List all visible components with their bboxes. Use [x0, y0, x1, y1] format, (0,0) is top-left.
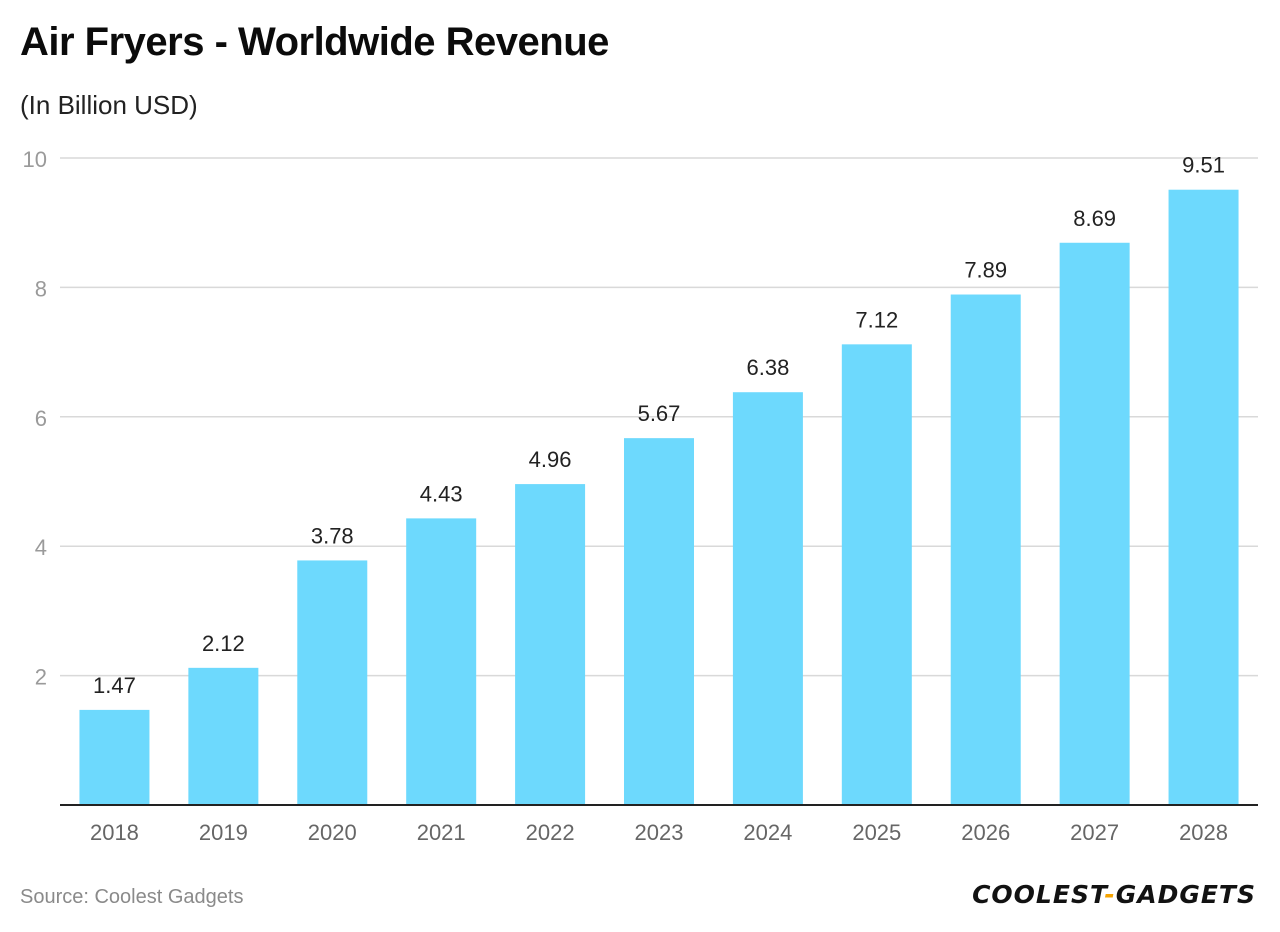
bar-2026: [950, 294, 1021, 805]
bar-2020: [297, 560, 368, 805]
y-tick-label: 8: [35, 276, 47, 301]
value-label: 4.96: [529, 447, 572, 472]
value-label: 8.69: [1073, 206, 1116, 231]
value-label: 6.38: [746, 355, 789, 380]
value-label: 9.51: [1182, 153, 1225, 178]
chart-subtitle: (In Billion USD): [20, 90, 198, 120]
bar-2025: [841, 344, 912, 805]
x-tick-label: 2024: [743, 820, 792, 845]
x-tick-label: 2022: [526, 820, 575, 845]
bar-2019: [188, 667, 259, 805]
value-label: 4.43: [420, 481, 463, 506]
x-tick-label: 2018: [90, 820, 139, 845]
bar-2018: [79, 709, 150, 805]
value-label: 7.12: [855, 307, 898, 332]
bar-2024: [732, 392, 803, 805]
x-tick-label: 2025: [852, 820, 901, 845]
x-tick-label: 2021: [417, 820, 466, 845]
logo-separator: -: [1104, 880, 1116, 909]
source-note: Source: Coolest Gadgets: [20, 886, 244, 908]
value-label: 3.78: [311, 523, 354, 548]
coolest-gadgets-logo: COOLEST-GADGETS: [972, 880, 1256, 909]
x-tick-label: 2026: [961, 820, 1010, 845]
bar-2028: [1168, 189, 1239, 805]
y-tick-label: 4: [35, 535, 47, 560]
y-tick-label: 2: [35, 665, 47, 690]
x-tick-label: 2027: [1070, 820, 1119, 845]
x-tick-label: 2020: [308, 820, 357, 845]
logo-word-right: GADGETS: [1115, 880, 1256, 909]
x-tick-label: 2023: [635, 820, 684, 845]
x-tick-label: 2019: [199, 820, 248, 845]
bar-2023: [624, 438, 694, 805]
bar-2027: [1059, 242, 1130, 805]
chart-title: Air Fryers - Worldwide Revenue: [20, 20, 609, 64]
value-label: 5.67: [638, 401, 681, 426]
bar-chart: 2 4 6 8 10 1.47 2018 2.12 2019 3.78 2020 4.43 2021 4.…: [23, 147, 1258, 845]
x-tick-label: 2028: [1179, 820, 1228, 845]
value-label: 7.89: [964, 258, 1007, 283]
bar-2021: [406, 518, 477, 805]
y-tick-label: 10: [23, 147, 47, 172]
value-label: 2.12: [202, 631, 245, 656]
logo-word-left: COOLEST: [972, 880, 1105, 909]
bar-2022: [515, 484, 586, 805]
y-tick-label: 6: [35, 406, 47, 431]
value-label: 1.47: [93, 673, 136, 698]
